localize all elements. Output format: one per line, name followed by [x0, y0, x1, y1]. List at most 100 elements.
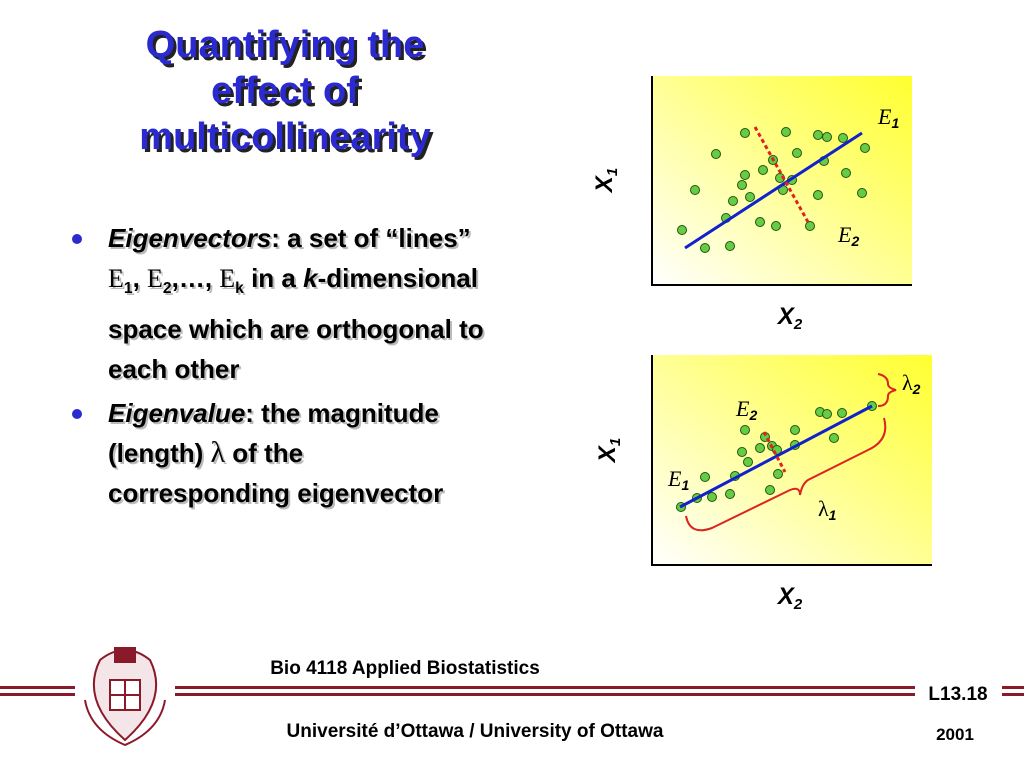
bullet-list: Eigenvectors: a set of “lines” E1, E2,…,… [70, 218, 490, 517]
dot [837, 408, 847, 418]
term: k [303, 263, 318, 293]
x-label: X2 [776, 583, 803, 613]
label: X [594, 444, 621, 464]
dot [838, 133, 848, 143]
crest [84, 647, 166, 747]
bullet: Eigenvalue: the magnitude (length) λ of … [70, 393, 490, 513]
brace-2 [877, 373, 897, 407]
dot [725, 241, 735, 251]
subscript: 1 [604, 168, 621, 176]
lambda1-label: λ1 [818, 496, 837, 523]
text: , [132, 263, 148, 293]
y-label: X1 [591, 168, 621, 194]
label: E [735, 396, 750, 421]
label: E [837, 222, 852, 247]
dot [743, 457, 753, 467]
e1-label: E1 [877, 104, 899, 131]
dot [740, 425, 750, 435]
dot [728, 196, 738, 206]
label: X [776, 303, 796, 330]
symbol: E [219, 264, 236, 293]
rule [0, 686, 1024, 696]
text: : the magnitude (length) [108, 398, 439, 469]
e2-label: E2 [735, 396, 757, 423]
dot [677, 225, 687, 235]
dot [857, 188, 867, 198]
dot [805, 221, 815, 231]
subscript: 2 [850, 233, 859, 249]
dot [707, 492, 717, 502]
dot [740, 170, 750, 180]
subscript: 2 [793, 316, 803, 333]
symbol: λ [210, 436, 226, 470]
subscript: 2 [162, 280, 172, 298]
subscript: 2 [748, 407, 757, 423]
label: λ [902, 370, 913, 395]
term: Eigenvalue [108, 398, 246, 429]
dot [745, 192, 755, 202]
symbol: E [147, 264, 163, 293]
slide-number: L13.18 [928, 684, 987, 705]
text: ,…, [171, 263, 220, 293]
dot [690, 185, 700, 195]
axes [651, 355, 932, 566]
subscript: 2 [793, 596, 803, 613]
label: E [667, 466, 682, 491]
y-label: X1 [594, 438, 624, 464]
text: in a [243, 263, 304, 293]
dot [773, 469, 783, 479]
label: λ [818, 496, 829, 521]
year: 2001 [936, 725, 974, 744]
subscript: 1 [607, 438, 624, 446]
e1-label: E1 [667, 466, 689, 493]
text: -dimensional space which are orthogonal … [108, 263, 484, 385]
dot [841, 168, 851, 178]
dot [700, 243, 710, 253]
subscript: k [235, 280, 244, 298]
subscript: 1 [891, 115, 899, 131]
eigenvector-1 [684, 131, 863, 250]
subscript: 1 [681, 477, 689, 493]
dot [829, 433, 839, 443]
course: Bio 4118 Applied Biostatistics [270, 658, 540, 679]
label: X [776, 583, 796, 610]
brace-1 [685, 417, 887, 532]
dot [860, 143, 870, 153]
e2-label: E2 [837, 222, 859, 249]
label: E [877, 104, 892, 129]
dot [781, 127, 791, 137]
dot [755, 217, 765, 227]
term: Eigenvectors [108, 223, 272, 253]
lambda2-label: λ2 [902, 370, 921, 397]
dot [790, 425, 800, 435]
bullet: Eigenvectors: a set of “lines” E1, E2,…,… [70, 218, 490, 389]
dot [765, 485, 775, 495]
eigenvector-1 [679, 404, 873, 509]
university: Université d’Ottawa / University of Otta… [287, 721, 664, 742]
dot [822, 409, 832, 419]
dot [758, 165, 768, 175]
dot [725, 489, 735, 499]
subscript: 2 [912, 381, 921, 397]
axes [651, 76, 912, 286]
slide-title: Quantifying the effect of multicollinear… [60, 22, 510, 160]
dot [700, 472, 710, 482]
text: of the corresponding eigenvector [108, 438, 444, 509]
dot [771, 221, 781, 231]
title-line: effect of [211, 70, 359, 112]
dot [813, 130, 823, 140]
eigenvector-2 [762, 431, 787, 473]
title-line: multicollinearity [139, 116, 431, 158]
text: : a set of “lines” [271, 223, 471, 253]
dot [711, 149, 721, 159]
subscript: 1 [123, 280, 133, 298]
symbol: E [108, 264, 124, 293]
dot [740, 128, 750, 138]
dot [822, 132, 832, 142]
title-line: Quantifying the [145, 24, 425, 66]
dot [792, 148, 802, 158]
label: X [591, 174, 618, 194]
subscript: 1 [829, 507, 837, 523]
dot [755, 443, 765, 453]
